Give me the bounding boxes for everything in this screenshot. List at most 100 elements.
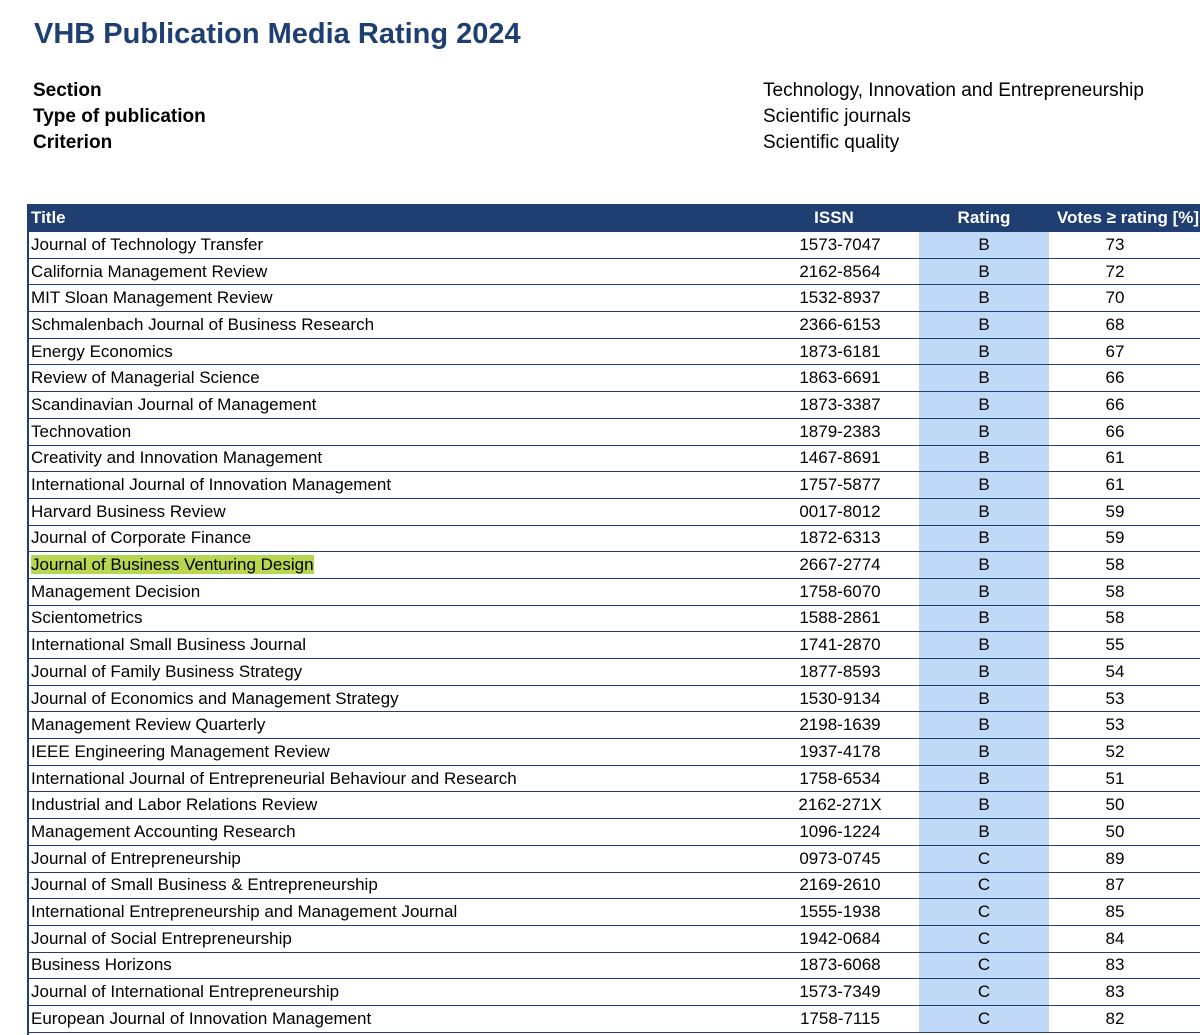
column-header-title[interactable]: Title [27, 204, 749, 232]
rating-cell: C [919, 845, 1049, 873]
votes-cell: 82 [1049, 1005, 1200, 1033]
rating-cell: B [919, 578, 1049, 606]
journal-title-cell: MIT Sloan Management Review [27, 284, 749, 313]
table-row: European Journal of Innovation Managemen… [27, 1005, 1200, 1033]
journal-title-cell: Industrial and Labor Relations Review [27, 791, 749, 820]
votes-cell: 50 [1049, 818, 1200, 846]
table-row: Management Accounting Research 1096-1224 B… [27, 818, 1200, 846]
criterion-value: Scientific quality [763, 132, 900, 153]
table-row: Energy Economics 1873-6181 B 67 [27, 338, 1200, 366]
votes-cell: 66 [1049, 391, 1200, 419]
votes-cell: 52 [1049, 738, 1200, 766]
table-row: IEEE Engineering Management Review 1937-4… [27, 738, 1200, 766]
rating-cell: B [919, 445, 1049, 473]
votes-cell: 58 [1049, 578, 1200, 606]
ratings-table: Title ISSN Rating Votes ≥ rating [%] Jou… [27, 204, 1200, 1033]
votes-cell: 87 [1049, 872, 1200, 900]
table-row: Review of Managerial Science 1863-6691 B 66 [27, 364, 1200, 393]
issn-cell: 2162-271X [749, 791, 919, 820]
rating-cell: B [919, 258, 1049, 286]
table-row: Management Decision 1758-6070 B 58 [27, 578, 1200, 606]
votes-cell: 53 [1049, 685, 1200, 713]
table-row: Scientometrics 1588-2861 B 58 [27, 605, 1200, 633]
table-row: International Journal of Entrepreneurial… [27, 765, 1200, 793]
votes-cell: 83 [1049, 978, 1200, 1006]
issn-cell: 2169-2610 [749, 872, 919, 900]
rating-cell: B [919, 284, 1049, 313]
journal-title-cell: Harvard Business Review [27, 498, 749, 526]
issn-cell: 1573-7047 [749, 231, 919, 259]
table-row: Scandinavian Journal of Management 1873-3… [27, 391, 1200, 419]
column-header-issn[interactable]: ISSN [749, 204, 919, 232]
rating-cell: B [919, 551, 1049, 579]
table-row: Management Review Quarterly 2198-1639 B 53 [27, 711, 1200, 740]
votes-cell: 55 [1049, 631, 1200, 659]
journal-title-cell: Creativity and Innovation Management [27, 445, 749, 473]
issn-cell: 1741-2870 [749, 631, 919, 659]
issn-cell: 1937-4178 [749, 738, 919, 766]
table-row: Journal of Business Venturing Design 2667… [27, 551, 1200, 579]
votes-cell: 61 [1049, 445, 1200, 473]
column-header-votes[interactable]: Votes ≥ rating [%] [1049, 204, 1200, 232]
journal-title-cell: Scientometrics [27, 605, 749, 633]
rating-cell: B [919, 765, 1049, 793]
rating-cell: B [919, 364, 1049, 393]
votes-cell: 83 [1049, 952, 1200, 980]
rating-cell: B [919, 471, 1049, 499]
rating-cell: C [919, 1005, 1049, 1033]
journal-title-cell: International Small Business Journal [27, 631, 749, 659]
votes-cell: 50 [1049, 791, 1200, 820]
issn-cell: 1588-2861 [749, 605, 919, 633]
votes-cell: 67 [1049, 338, 1200, 366]
type-of-publication-value: Scientific journals [763, 106, 911, 127]
rating-cell: B [919, 738, 1049, 766]
table-row: Journal of Family Business Strategy 1877-… [27, 658, 1200, 686]
journal-title-cell: Review of Managerial Science [27, 364, 749, 393]
votes-cell: 73 [1049, 231, 1200, 259]
journal-title-cell: Journal of Social Entrepreneurship [27, 925, 749, 953]
votes-cell: 68 [1049, 311, 1200, 339]
journal-title-cell: Journal of International Entrepreneurshi… [27, 978, 749, 1006]
journal-title-cell: IEEE Engineering Management Review [27, 738, 749, 766]
issn-cell: 1758-7115 [749, 1005, 919, 1033]
journal-title-cell: Schmalenbach Journal of Business Researc… [27, 311, 749, 339]
table-row: Journal of Economics and Management Stra… [27, 685, 1200, 713]
journal-title-cell: Journal of Economics and Management Stra… [27, 685, 749, 713]
journal-title-cell: Journal of Family Business Strategy [27, 658, 749, 686]
issn-cell: 2366-6153 [749, 311, 919, 339]
votes-cell: 70 [1049, 284, 1200, 313]
table-row: Creativity and Innovation Management 1467… [27, 445, 1200, 473]
issn-cell: 1467-8691 [749, 445, 919, 473]
rating-cell: B [919, 711, 1049, 740]
issn-cell: 1873-6181 [749, 338, 919, 366]
votes-cell: 85 [1049, 898, 1200, 926]
rating-cell: B [919, 418, 1049, 446]
table-row: Technovation 1879-2383 B 66 [27, 418, 1200, 446]
journal-title-cell: Journal of Small Business & Entrepreneur… [27, 872, 749, 900]
page-title: VHB Publication Media Rating 2024 [34, 18, 521, 50]
journal-title-cell: Journal of Business Venturing Design [27, 551, 749, 579]
issn-cell: 1757-5877 [749, 471, 919, 499]
rating-cell: B [919, 498, 1049, 526]
issn-cell: 1758-6070 [749, 578, 919, 606]
journal-title-cell: Technovation [27, 418, 749, 446]
votes-cell: 53 [1049, 711, 1200, 740]
table-row: Journal of Technology Transfer 1573-7047 B… [27, 231, 1200, 259]
issn-cell: 0973-0745 [749, 845, 919, 873]
rating-cell: B [919, 311, 1049, 339]
issn-cell: 1555-1938 [749, 898, 919, 926]
section-value: Technology, Innovation and Entrepreneurs… [763, 80, 1144, 101]
votes-cell: 58 [1049, 605, 1200, 633]
journal-title-cell: California Management Review [27, 258, 749, 286]
issn-cell: 1530-9134 [749, 685, 919, 713]
column-header-rating[interactable]: Rating [919, 204, 1049, 232]
table-row: International Journal of Innovation Mana… [27, 471, 1200, 499]
votes-cell: 66 [1049, 418, 1200, 446]
table-row: Harvard Business Review 0017-8012 B 59 [27, 498, 1200, 526]
votes-cell: 72 [1049, 258, 1200, 286]
issn-cell: 1873-3387 [749, 391, 919, 419]
votes-cell: 59 [1049, 498, 1200, 526]
section-label: Section [33, 80, 102, 101]
journal-title-cell: Scandinavian Journal of Management [27, 391, 749, 419]
issn-cell: 1573-7349 [749, 978, 919, 1006]
